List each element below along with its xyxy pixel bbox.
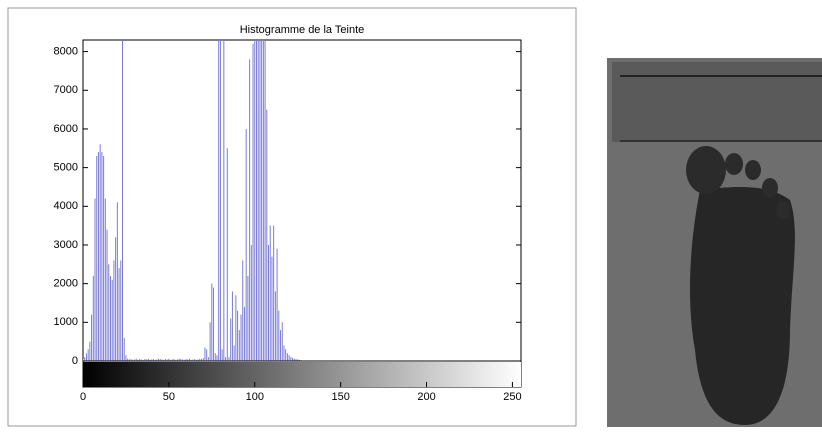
y-tick-label: 0 xyxy=(72,355,78,367)
y-tick-label: 7000 xyxy=(54,84,78,96)
y-tick-label: 3000 xyxy=(54,239,78,251)
foot xyxy=(689,187,795,425)
colorbar xyxy=(83,362,521,387)
x-tick-label: 150 xyxy=(331,391,349,403)
y-tick-label: 5000 xyxy=(54,162,78,174)
toe xyxy=(762,178,778,198)
photo-band xyxy=(612,62,822,142)
y-tick-label: 4000 xyxy=(54,200,78,212)
x-tick-label: 100 xyxy=(246,391,264,403)
x-tick-label: 0 xyxy=(80,391,86,403)
x-tick-label: 250 xyxy=(503,391,521,403)
axes-frame xyxy=(82,39,522,388)
chart-title: Histogramme de la Teinte xyxy=(240,24,365,36)
image xyxy=(607,58,822,427)
y-tick-label: 1000 xyxy=(54,316,78,328)
y-tick-label: 6000 xyxy=(54,123,78,135)
toe xyxy=(776,201,790,219)
toe xyxy=(686,146,726,194)
toe xyxy=(745,160,761,180)
x-tick-label: 200 xyxy=(417,391,435,403)
x-tick-label: 50 xyxy=(163,391,175,403)
toe xyxy=(725,153,743,175)
y-tick-label: 8000 xyxy=(54,46,78,58)
histogram xyxy=(83,40,307,361)
y-tick-label: 2000 xyxy=(54,278,78,290)
